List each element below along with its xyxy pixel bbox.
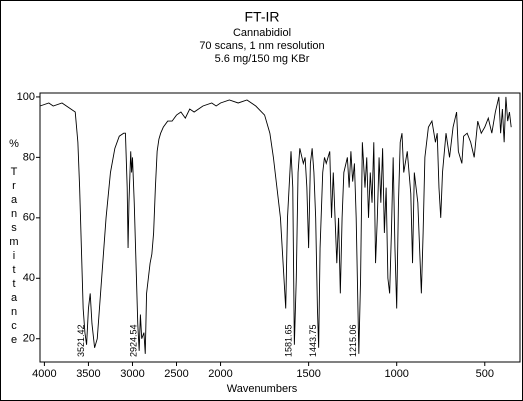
peak-label: 1443.75 (308, 324, 318, 357)
plot-frame (39, 92, 521, 363)
x-tick-label: 3500 (76, 368, 100, 380)
peak-label: 1215.06 (348, 324, 358, 357)
x-axis-label: Wavenumbers (227, 383, 298, 395)
x-tick-label: 4000 (32, 368, 56, 380)
y-tick-label: 80 (23, 151, 35, 163)
y-tick-label: 20 (23, 333, 35, 345)
x-tick-label: 2500 (164, 368, 188, 380)
subtitle: 5.6 mg/150 mg KBr (215, 53, 310, 65)
x-tick-label: 1000 (384, 368, 408, 380)
x-tick-label: 1500 (296, 368, 320, 380)
y-axis-label: % Transmittance (8, 138, 20, 348)
peak-label: 2924.54 (128, 324, 138, 357)
spectrum-line (39, 96, 512, 354)
x-tick-label: 500 (476, 368, 494, 380)
peak-label: 1581.65 (284, 324, 294, 357)
subtitle: Cannabidiol (233, 27, 291, 39)
x-tick-label: 2000 (208, 368, 232, 380)
y-tick-label: 40 (23, 272, 35, 284)
y-tick-label: 60 (23, 212, 35, 224)
y-tick-label: 100 (17, 91, 35, 103)
peak-label: 3521.42 (76, 324, 86, 357)
subtitle: 70 scans, 1 nm resolution (199, 40, 324, 52)
x-tick-label: 3000 (120, 368, 144, 380)
chart-title: FT-IR (245, 9, 280, 25)
